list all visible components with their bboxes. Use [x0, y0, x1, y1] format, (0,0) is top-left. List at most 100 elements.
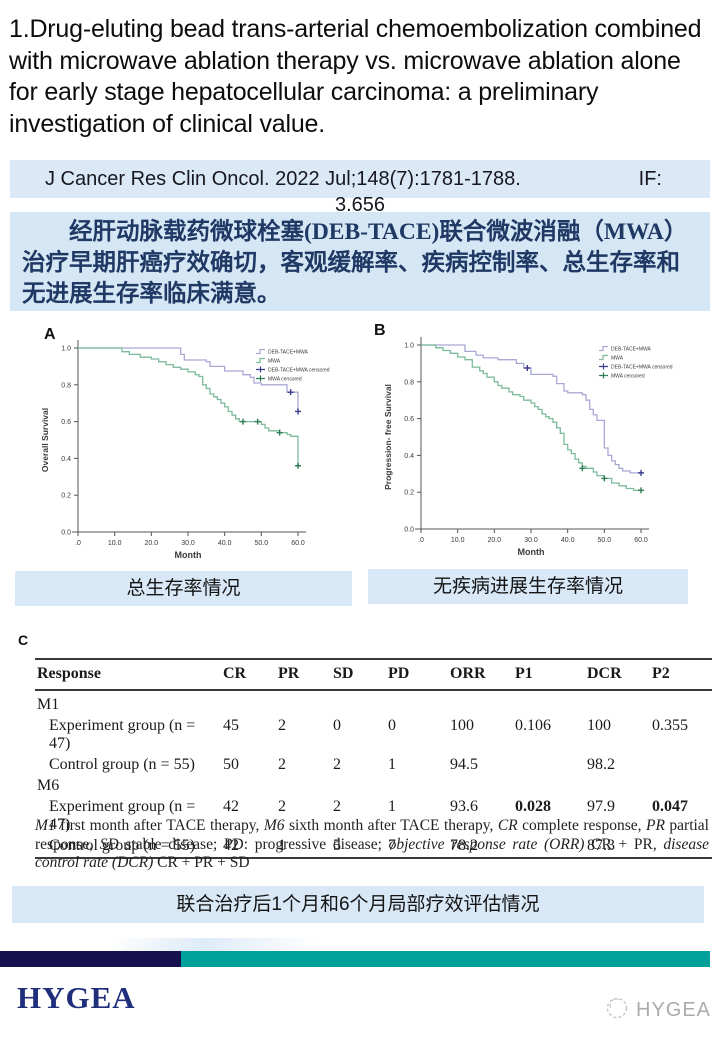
footnote-segment: SD — [99, 835, 119, 853]
table-cell: 1 — [278, 837, 286, 854]
table-cell: 1 — [388, 756, 396, 773]
table-cell: 7 — [388, 837, 396, 854]
x-tick-label: 10.0 — [108, 540, 122, 547]
caption-progression-free-survival: 无疾病进展生存率情况 — [368, 569, 688, 604]
km-series-line — [421, 344, 641, 474]
legend-line-symbol — [599, 345, 608, 352]
text-line: investigation of clinical value. — [9, 109, 325, 138]
table-row: M1 — [35, 690, 712, 716]
table-cell: 98.2 — [587, 756, 615, 773]
legend-label: MWA — [268, 359, 281, 365]
overall-survival-km-chart: 0.0 0.2 0.4 0.6 0.8 1.0 .0 10.0 20.0 30.0 40.0 50.0… — [14, 322, 356, 575]
y-tick-label: 0.2 — [404, 490, 414, 497]
x-tick-label: 50.0 — [255, 540, 269, 547]
legend-label: MWA censored — [268, 377, 302, 383]
legend-line-symbol — [256, 348, 265, 355]
table-cell: 93.6 — [450, 798, 478, 815]
table-cell: 0 — [333, 717, 341, 734]
table-cell: 1 — [388, 798, 396, 815]
x-tick-label: 60.0 — [634, 537, 648, 544]
censored-marker — [524, 365, 531, 371]
km-chart-svg: 0.0 0.2 0.4 0.6 0.8 1.0 .0 10.0 20.0 30.0 40.0 50.0… — [383, 337, 673, 557]
table-cell — [650, 755, 712, 776]
x-tick-label: 10.0 — [451, 537, 465, 544]
footnote-segment: sixth month after TACE therapy, — [284, 817, 498, 834]
footnote-segment: M1 — [35, 817, 56, 834]
y-tick-label: 0.6 — [61, 419, 71, 426]
footnote-segment: first month after TACE therapy, — [55, 817, 264, 834]
table-column-header: CR — [221, 659, 276, 691]
x-tick-label: 30.0 — [181, 540, 195, 547]
table-cell: 2 — [333, 756, 341, 773]
text-line: 治疗早期肝癌疗效确切，客观缓解率、疾病控制率、总生存率和 — [22, 250, 680, 276]
table-cell: 0.028 — [515, 798, 551, 815]
table-cell: 97.9 — [587, 798, 615, 815]
legend-censored-symbol — [599, 372, 608, 379]
table-cell: 78.2 — [450, 837, 478, 854]
table-header-row: Response CR PR SD PD ORR P1 DCR P2 — [35, 659, 712, 691]
page-title: 1.Drug-eluting bead trans-arterial chemo… — [9, 14, 715, 140]
footnote-segment: complete response, — [517, 817, 646, 834]
text-line: with microwave ablation therapy vs. micr… — [9, 46, 681, 75]
table-cell: 2 — [278, 798, 286, 815]
table-row: Experiment group (n = 47) 45 2 0 0 100 0.106 10… — [35, 716, 712, 755]
km-series-line — [421, 344, 641, 492]
footnote-segment: partial response, — [35, 817, 709, 853]
panel-label-c: C — [18, 632, 29, 648]
table-row: Control group (n = 55) 42 1 5 7 78.2 87.3 — [35, 836, 712, 858]
legend-label: DEB-TACE+MWA — [268, 350, 309, 356]
table-column-header: P1 — [513, 659, 585, 691]
table-cell: 94.5 — [450, 756, 478, 773]
table-cell: 50 — [223, 756, 239, 773]
table-column-header: Response — [35, 659, 221, 691]
table-cell: 42 — [223, 798, 239, 815]
progression-free-survival-km-chart: 0.0 0.2 0.4 0.6 0.8 1.0 .0 10.0 20.0 30.0 40.0 50.0… — [357, 319, 699, 572]
text-line: 1.Drug-eluting bead trans-arterial chemo… — [9, 15, 702, 43]
citation-journal: J Cancer Res Clin Oncol. 2022 Jul;148(7)… — [45, 168, 521, 190]
panel-label-b: B — [374, 322, 386, 339]
x-tick-label: 40.0 — [218, 540, 232, 547]
x-tick-label: 60.0 — [291, 540, 305, 547]
table-cell: 5 — [333, 837, 341, 854]
footnote-segment: CR — [497, 817, 518, 834]
table-cell: 0.047 — [652, 798, 688, 815]
y-tick-label: 1.0 — [404, 343, 414, 350]
km-series-line — [78, 347, 299, 412]
hygea-watermark: HYGEA — [604, 994, 711, 1026]
table-column-header: ORR — [448, 659, 513, 691]
table-row-label: M6 — [37, 777, 60, 794]
table-row-label: Control group (n = 55) — [49, 756, 195, 773]
censored-marker — [254, 418, 261, 425]
hygea-watermark-icon — [604, 994, 631, 1026]
table-row: M6 — [35, 776, 712, 797]
x-tick-label: 50.0 — [598, 537, 612, 544]
censored-marker — [295, 462, 301, 469]
table-cell: 42 — [223, 837, 239, 854]
censored-marker — [601, 475, 608, 482]
table-cell: 87.3 — [587, 837, 615, 854]
table-row-label: M1 — [37, 696, 60, 713]
footnote-segment: disease control rate (DCR) — [35, 835, 709, 872]
legend-label: DEB-TACE+MWA — [611, 347, 652, 353]
censored-marker — [579, 465, 586, 472]
hygea-watermark-text: HYGEA — [636, 998, 712, 1021]
table-row: Experiment group (n = 47) 42 2 2 1 93.6 0.028 9… — [35, 797, 712, 836]
hygea-logo: HYGEA — [17, 980, 136, 1015]
km-series-line — [78, 347, 299, 466]
table-column-header: SD — [331, 659, 386, 691]
legend-line-symbol — [599, 354, 608, 361]
x-tick-label: .0 — [75, 540, 81, 547]
footnote-segment: PR — [645, 817, 665, 834]
text-line: 无进展生存率临床满意。 — [22, 281, 281, 307]
caption-overall-survival: 总生存率情况 — [15, 571, 352, 606]
footnote-segment: stable disease; PD: progressive disease; — [118, 835, 389, 853]
table-cell — [513, 755, 585, 776]
legend-label: MWA — [611, 356, 624, 362]
censored-marker — [276, 429, 283, 436]
impact-factor-label: IF: — [638, 168, 662, 190]
legend-censored-symbol — [599, 363, 608, 370]
table-column-header: PD — [386, 659, 448, 691]
table-footnote: M1 first month after TACE therapy, M6 si… — [35, 817, 709, 873]
x-tick-label: 20.0 — [145, 540, 159, 547]
